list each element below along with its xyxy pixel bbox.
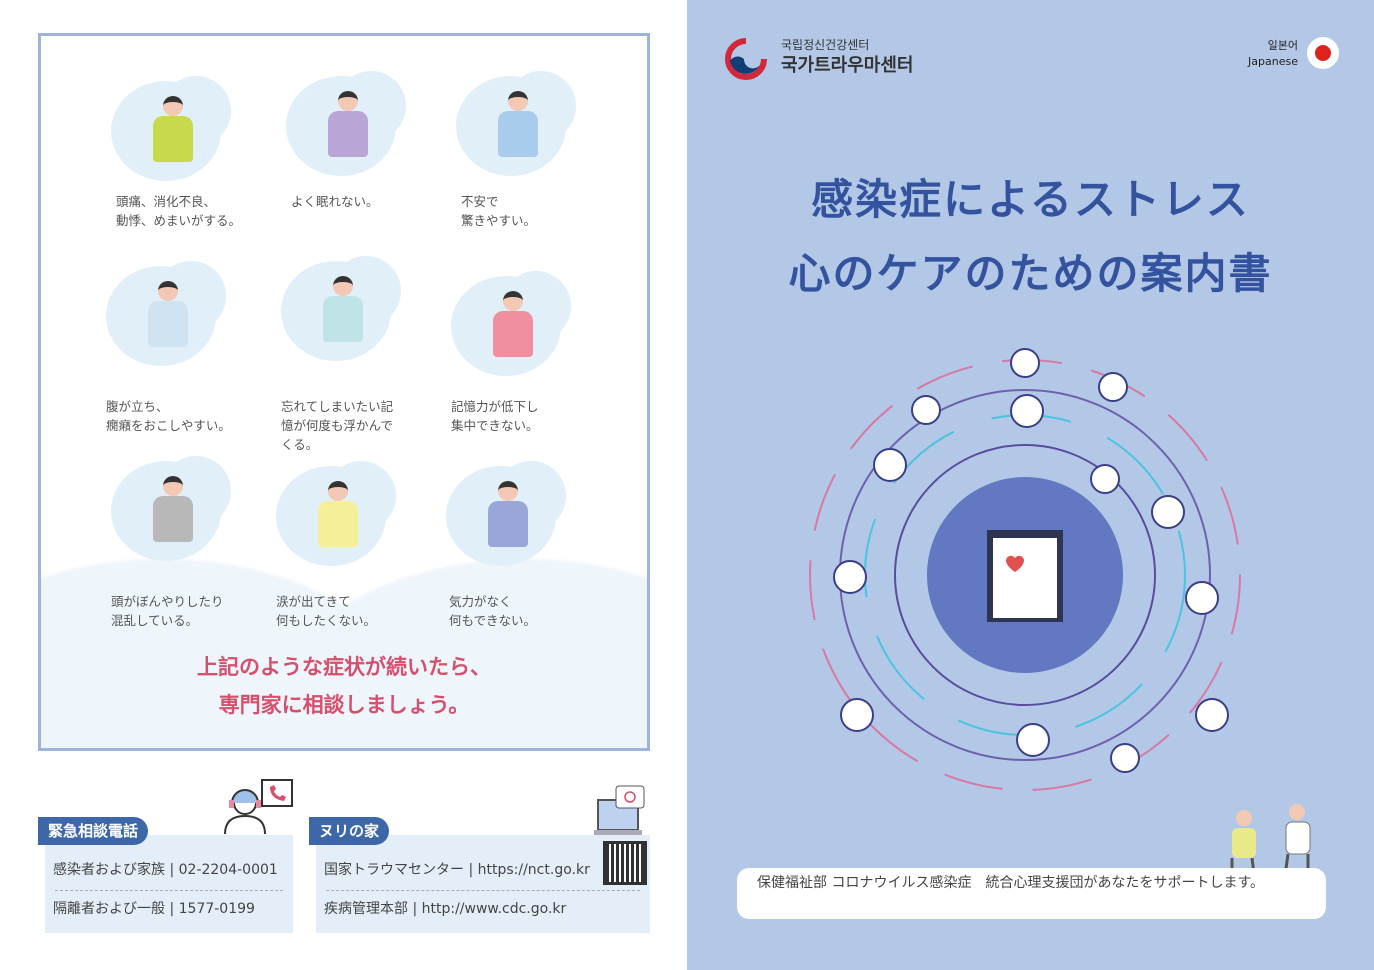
right-page: 국립정신건강센터 국가트라우마센터 일본어 Japanese 感染症によるストレス … — [687, 0, 1374, 970]
hotline-row: 感染者および家族 | 02-2204-0001 — [53, 862, 278, 878]
symptom-item — [281, 256, 451, 366]
symptom-caption-wrap: 頭がぼんやりしたり 混乱している。 — [111, 586, 281, 630]
advice-line-1: 上記のような症状が続いたら、 — [197, 655, 491, 679]
counselor-icon — [224, 779, 293, 835]
symptom-caption: よく眠れない。 — [291, 194, 379, 209]
hotline-card: 感染者および家族 | 02-2204-0001 隔離者および一般 | 1577-… — [45, 835, 293, 933]
symptom-caption: 腹が立ち、 癇癪をおこしやすい。 — [106, 399, 231, 433]
symptom-caption: 頭痛、消化不良、 動悸、めまいがする。 — [116, 194, 242, 228]
japan-flag-icon — [1307, 37, 1339, 69]
hotline-label: 緊急相談電話 — [38, 817, 149, 845]
symptom-caption: 頭がぼんやりしたり 混乱している。 — [111, 594, 224, 628]
symptom-caption: 気力がなく 何もできない。 — [449, 594, 537, 628]
language-english: Japanese — [1248, 55, 1298, 68]
symptom-illustration — [276, 461, 396, 571]
symptom-item — [276, 461, 446, 571]
website-link[interactable]: https://nct.go.kr — [477, 862, 590, 878]
symptom-caption: 記憶力が低下し 集中できない。 — [451, 399, 539, 433]
footer-note: 保健福祉部 コロナウイルス感染症 統合心理支援団があなたをサポートします。 — [737, 868, 1326, 919]
symptom-illustration — [111, 456, 231, 566]
government-logo-icon — [725, 38, 767, 80]
title-line-1: 感染症によるストレス — [811, 175, 1250, 224]
symptom-item — [111, 76, 281, 186]
hotline-row: 隔離者および一般 | 1577-0199 — [53, 901, 255, 917]
symptom-caption-wrap: 気力がなく 何もできない。 — [449, 586, 619, 630]
laptop-icon — [594, 785, 645, 835]
symptom-item — [456, 71, 626, 181]
symptom-caption-wrap: 腹が立ち、 癇癪をおこしやすい。 — [106, 391, 276, 435]
divider — [55, 890, 283, 891]
logo-line-1: 국립정신건강센터 — [781, 38, 870, 52]
nuri-row: 国家トラウマセンター | https://nct.go.kr — [324, 862, 590, 878]
symptom-caption-wrap: 不安で 驚きやすい。 — [461, 186, 631, 230]
language-label: 일본어 Japanese — [1248, 38, 1298, 70]
symptom-illustration — [446, 461, 566, 571]
symptom-illustration — [456, 71, 576, 181]
advice-line-2: 専門家に相談しましょう。 — [218, 693, 470, 717]
heart-icon — [1006, 555, 1024, 572]
symptom-caption-wrap: 記憶力が低下し 集中できない。 — [451, 391, 621, 435]
nuri-row: 疾病管理本部 | http://www.cdc.go.kr — [324, 901, 567, 917]
symptom-caption-wrap: 涙が出てきて 何もしたくない。 — [276, 586, 446, 630]
title-line-2: 心のケアのための案内書 — [788, 249, 1273, 298]
phone-number[interactable]: 1577-0199 — [178, 901, 255, 917]
symptom-caption-wrap: よく眠れない。 — [291, 186, 461, 211]
nuri-label: ヌリの家 — [309, 817, 390, 845]
advice-text: 上記のような症状が続いたら、 専門家に相談しましょう。 — [41, 648, 647, 724]
symptom-caption-wrap: 頭痛、消化不良、 動悸、めまいがする。 — [116, 186, 286, 230]
website-link[interactable]: http://www.cdc.go.kr — [421, 901, 567, 917]
symptom-item — [446, 461, 616, 571]
symptom-illustration — [106, 261, 226, 371]
symptom-caption: 涙が出てきて 何もしたくない。 — [276, 594, 377, 628]
left-page: 頭痛、消化不良、 動悸、めまいがする。 よく眠れない。 不安で 驚きやすい。腹が立ち… — [38, 33, 650, 933]
network-illustration — [809, 348, 1241, 791]
symptom-item — [451, 271, 621, 381]
symptoms-frame: 頭痛、消化不良、 動悸、めまいがする。 よく眠れない。 不安で 驚きやすい。腹が立ち… — [38, 33, 650, 751]
symptom-caption-wrap: 忘れてしまいたい記 憶が何度も浮かんで くる。 — [281, 391, 451, 454]
phone-number[interactable]: 02-2204-0001 — [178, 862, 278, 878]
symptom-illustration — [451, 271, 571, 381]
logo-line-2: 국가트라우마센터 — [781, 54, 914, 76]
symptom-item — [286, 71, 456, 181]
language-korean: 일본어 — [1267, 39, 1298, 52]
symptom-illustration — [286, 71, 406, 181]
symptom-item — [111, 456, 281, 566]
symptom-item — [106, 261, 276, 371]
symptom-caption: 忘れてしまいたい記 憶が何度も浮かんで くる。 — [281, 399, 394, 452]
symptom-illustration — [111, 76, 231, 186]
nuri-card: 国家トラウマセンター | https://nct.go.kr 疾病管理本部 | … — [316, 835, 650, 933]
symptom-caption: 不安で 驚きやすい。 — [461, 194, 537, 228]
symptom-illustration — [281, 256, 401, 366]
divider — [326, 890, 640, 891]
qr-code[interactable] — [603, 841, 647, 885]
